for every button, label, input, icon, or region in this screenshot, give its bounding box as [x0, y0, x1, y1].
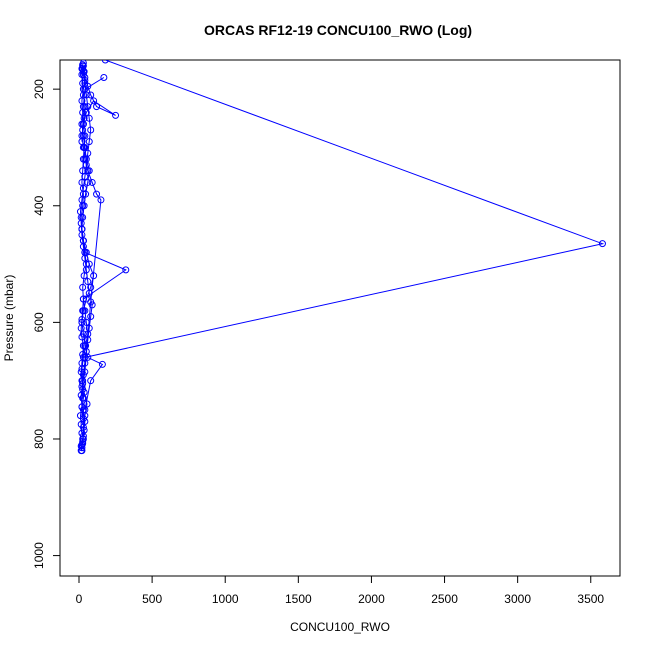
x-tick-label: 500	[142, 592, 162, 606]
series-group	[76, 60, 606, 455]
x-tick-label: 2500	[431, 592, 458, 606]
data-point	[82, 295, 90, 303]
data-point	[122, 266, 130, 274]
data-point	[100, 73, 108, 81]
data-point	[79, 440, 87, 448]
y-tick-label: 200	[32, 79, 46, 99]
data-point	[112, 111, 120, 119]
data-point	[79, 79, 87, 87]
data-point	[79, 237, 87, 245]
data-point	[78, 403, 86, 411]
data-point	[82, 248, 90, 256]
data-point	[84, 353, 92, 361]
data-point	[78, 429, 86, 437]
data-point	[90, 272, 98, 280]
data-point	[78, 359, 86, 367]
x-axis: 0 500 1000 1500 2000 2500 3000 3500	[76, 575, 604, 606]
data-point	[77, 324, 85, 332]
series-line-7	[79, 310, 84, 451]
data-point	[85, 114, 93, 122]
data-point	[79, 213, 87, 221]
data-point	[87, 126, 95, 134]
data-point	[81, 85, 89, 93]
y-tick-label: 600	[32, 312, 46, 332]
y-tick-label: 400	[32, 195, 46, 215]
x-tick-label: 1500	[285, 592, 312, 606]
data-point	[77, 420, 85, 428]
x-tick-label: 0	[76, 592, 83, 606]
data-point	[79, 60, 87, 67]
data-point	[78, 120, 86, 128]
y-axis-label: Pressure (mbar)	[2, 275, 16, 362]
data-point	[78, 444, 86, 452]
data-point	[85, 260, 93, 268]
data-point	[93, 190, 101, 198]
data-point	[79, 307, 87, 315]
data-point	[88, 178, 96, 186]
chart-title: ORCAS RF12-19 CONCU100_RWO (Log)	[204, 22, 472, 38]
data-point	[84, 178, 92, 186]
data-point	[101, 60, 109, 64]
data-point	[79, 103, 87, 111]
data-point	[80, 202, 88, 210]
data-point	[82, 155, 90, 163]
data-point	[82, 190, 90, 198]
plot-frame	[59, 59, 621, 577]
data-point	[79, 342, 87, 350]
data-point	[82, 266, 90, 274]
data-point	[81, 143, 89, 151]
data-point	[77, 447, 85, 455]
series-line-6	[84, 60, 605, 358]
data-point	[79, 62, 87, 70]
data-point	[77, 368, 85, 376]
data-point	[87, 313, 95, 321]
x-tick-label: 3000	[504, 592, 531, 606]
y-axis: 200 400 600 800 1000	[32, 79, 61, 569]
data-point	[79, 132, 87, 140]
data-point	[93, 103, 101, 111]
data-point	[81, 368, 89, 376]
data-point	[81, 173, 89, 181]
data-point	[78, 225, 86, 233]
data-point	[76, 412, 84, 420]
data-point	[87, 377, 95, 385]
x-axis-label: CONCU100_RWO	[290, 620, 390, 634]
data-point	[79, 385, 87, 393]
x-tick-label: 3500	[577, 592, 604, 606]
data-point	[78, 315, 86, 323]
data-point	[598, 240, 606, 248]
data-point	[79, 394, 87, 402]
data-point	[79, 283, 87, 291]
series-line-2	[79, 62, 93, 445]
x-tick-label: 1000	[212, 592, 239, 606]
data-point	[79, 350, 87, 358]
data-point	[98, 360, 106, 368]
series-line-5	[81, 229, 104, 410]
data-point	[90, 97, 98, 105]
series-line-3	[80, 65, 116, 442]
data-point	[78, 333, 86, 341]
y-tick-label: 1000	[32, 542, 46, 569]
y-tick-label: 800	[32, 429, 46, 449]
data-point	[85, 167, 93, 175]
data-point	[87, 91, 95, 99]
data-point	[78, 377, 86, 385]
data-point	[87, 283, 95, 291]
data-point	[85, 138, 93, 146]
series-layer	[76, 60, 606, 455]
data-point	[97, 196, 105, 204]
x-tick-label: 2000	[358, 592, 385, 606]
data-point	[84, 278, 92, 286]
